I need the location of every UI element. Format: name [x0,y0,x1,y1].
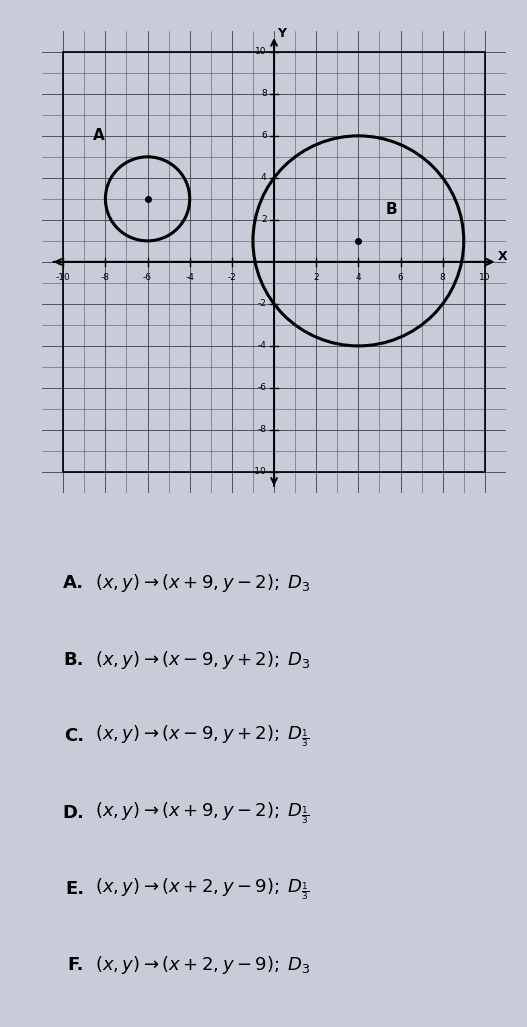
Text: 4: 4 [356,273,361,282]
Text: 6: 6 [261,131,267,141]
Text: B: B [386,201,397,217]
Text: E.: E. [65,880,84,898]
Text: 8: 8 [440,273,445,282]
Text: -6: -6 [143,273,152,282]
Text: 6: 6 [398,273,403,282]
Text: B.: B. [64,651,84,669]
Text: $(x, y) \rightarrow (x + 2, y - 9);\; D_{\frac{1}{3}}$: $(x, y) \rightarrow (x + 2, y - 9);\; D_… [95,876,309,902]
Text: -4: -4 [186,273,194,282]
Text: -6: -6 [258,383,267,392]
Text: A.: A. [63,574,84,593]
Text: $(x, y) \rightarrow (x - 9, y + 2);\; D_3$: $(x, y) \rightarrow (x - 9, y + 2);\; D_… [95,649,310,671]
Text: -10: -10 [56,273,71,282]
Text: -2: -2 [258,300,267,308]
Text: A: A [93,128,104,143]
Text: Y: Y [277,28,286,40]
Text: C.: C. [64,727,84,746]
Text: $(x, y) \rightarrow (x + 2, y - 9);\; D_3$: $(x, y) \rightarrow (x + 2, y - 9);\; D_… [95,954,310,977]
Text: -10: -10 [252,467,267,477]
Text: -2: -2 [228,273,236,282]
Text: $(x, y) \rightarrow (x - 9, y + 2);\; D_{\frac{1}{3}}$: $(x, y) \rightarrow (x - 9, y + 2);\; D_… [95,723,309,749]
Text: 2: 2 [314,273,319,282]
Text: F.: F. [68,956,84,975]
Text: -8: -8 [258,425,267,434]
Text: 4: 4 [261,174,267,183]
Text: -4: -4 [258,341,267,350]
Text: 10: 10 [255,47,267,56]
Text: D.: D. [62,803,84,822]
Text: -8: -8 [101,273,110,282]
Text: $(x, y) \rightarrow (x + 9, y - 2);\; D_{\frac{1}{3}}$: $(x, y) \rightarrow (x + 9, y - 2);\; D_… [95,800,309,826]
Text: 10: 10 [479,273,491,282]
Text: X: X [498,251,508,263]
Text: 2: 2 [261,216,267,224]
Text: 8: 8 [261,89,267,99]
Text: $(x, y) \rightarrow (x + 9, y - 2);\; D_3$: $(x, y) \rightarrow (x + 9, y - 2);\; D_… [95,572,310,595]
